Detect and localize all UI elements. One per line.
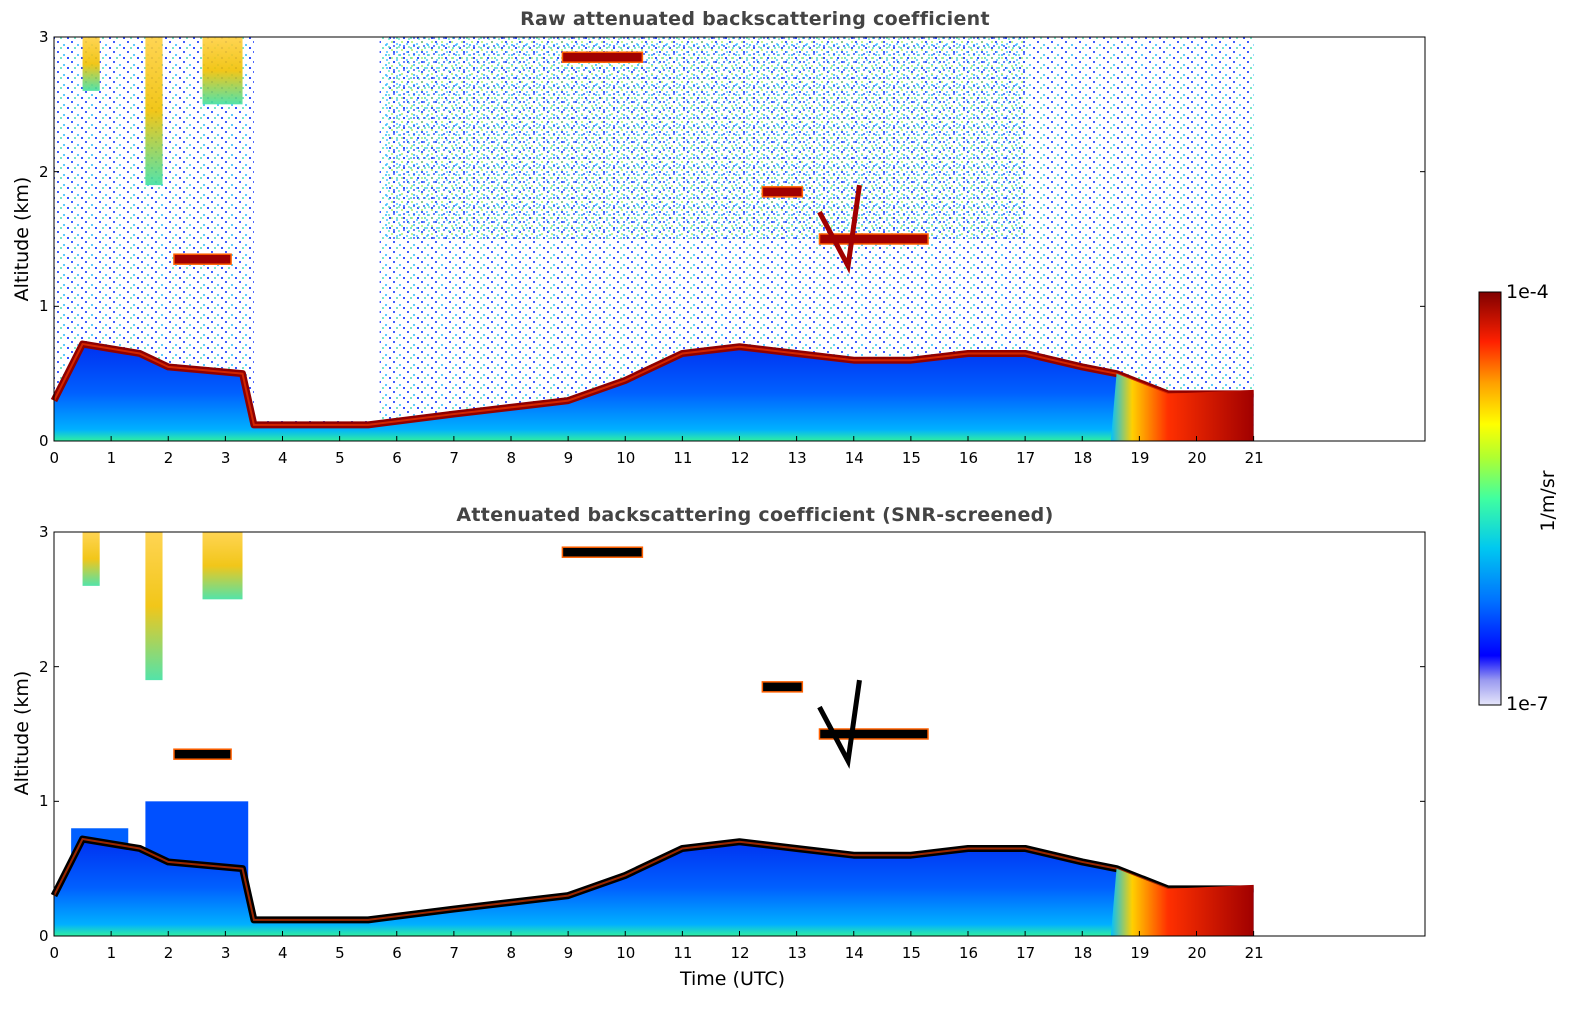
x-tick-label: 0	[49, 449, 60, 467]
x-tick-label: 21	[1244, 449, 1264, 467]
y-tick-label: 1	[39, 297, 49, 316]
x-tick-label: 10	[616, 944, 636, 962]
x-tick-label: 4	[278, 449, 288, 467]
x-tick-label: 19	[1130, 944, 1150, 962]
elevated-layer-1	[761, 186, 804, 198]
upper-plume-1	[145, 532, 163, 681]
y-tick-label: 0	[39, 432, 49, 450]
x-tick-label: 3	[220, 944, 231, 962]
boundary-layer-edge	[53, 342, 1254, 426]
upper-plume-2	[202, 37, 243, 105]
colorbar-max-label: 1e-4	[1506, 281, 1549, 303]
evening-region	[1110, 868, 1254, 936]
x-tick-label: 13	[787, 944, 807, 962]
elevated-layer-0	[173, 748, 232, 760]
x-tick-label: 7	[449, 944, 459, 962]
boundary-layer-fill	[54, 839, 1254, 936]
bottom-panel-title: Attenuated backscattering coefficient (S…	[456, 504, 1054, 526]
x-tick-label: 8	[506, 449, 517, 467]
noise-field-upper	[385, 37, 1026, 239]
boundary-layer-edge	[53, 837, 1254, 921]
y-tick-label: 3	[39, 523, 49, 541]
upper-plume-0	[82, 37, 100, 91]
x-tick-label: 15	[901, 449, 921, 467]
x-tick-label: 6	[392, 944, 402, 962]
y-tick-label: 2	[39, 162, 49, 181]
x-tick-label: 3	[220, 449, 231, 467]
y-tick-label: 1	[39, 792, 49, 811]
boundary-layer-fill	[54, 344, 1254, 441]
top-panel-title: Raw attenuated backscattering coefficien…	[520, 8, 990, 30]
bottom-panel-xlabel: Time (UTC)	[680, 968, 786, 990]
x-tick-label: 10	[616, 449, 636, 467]
x-tick-label: 1	[106, 449, 117, 467]
x-tick-label: 4	[278, 944, 288, 962]
colorbar-min-label: 1e-7	[1506, 693, 1549, 715]
colorbar	[1478, 291, 1502, 706]
x-tick-label: 17	[1016, 449, 1036, 467]
clear-gap	[253, 37, 380, 421]
x-tick-label: 20	[1187, 449, 1207, 467]
x-tick-label: 8	[506, 944, 517, 962]
v-feature	[817, 679, 862, 769]
elevated-layer-1	[761, 681, 804, 693]
x-tick-label: 9	[563, 944, 574, 962]
elevated-layer-3	[561, 546, 644, 558]
x-tick-label: 6	[392, 449, 402, 467]
x-tick-label: 11	[673, 449, 693, 467]
x-tick-label: 5	[335, 944, 345, 962]
x-tick-label: 12	[730, 449, 750, 467]
x-tick-label: 18	[1073, 944, 1093, 962]
colorbar-unit-label: 1/m/sr	[1537, 470, 1559, 532]
x-tick-label: 20	[1187, 944, 1207, 962]
x-tick-label: 7	[449, 449, 459, 467]
upper-plume-1	[145, 37, 163, 186]
x-tick-label: 12	[730, 944, 750, 962]
x-tick-label: 14	[844, 944, 864, 962]
x-tick-label: 17	[1016, 944, 1036, 962]
x-tick-label: 9	[563, 449, 574, 467]
elevated-layer-0	[173, 253, 232, 265]
x-tick-label: 16	[959, 449, 979, 467]
x-tick-label: 21	[1244, 944, 1264, 962]
x-tick-label: 16	[959, 944, 979, 962]
x-tick-label: 5	[335, 449, 345, 467]
elevated-layer-2	[818, 233, 929, 245]
bottom-panel	[50, 531, 1426, 937]
v-feature	[817, 184, 862, 274]
x-tick-label: 19	[1130, 449, 1150, 467]
x-tick-label: 15	[901, 944, 921, 962]
y-tick-label: 2	[39, 657, 49, 676]
x-tick-label: 1	[106, 944, 117, 962]
x-tick-label: 14	[844, 449, 864, 467]
x-tick-label: 18	[1073, 449, 1093, 467]
x-tick-label: 0	[49, 944, 60, 962]
y-tick-label: 3	[39, 28, 49, 46]
x-tick-label: 13	[787, 449, 807, 467]
upper-plume-0	[82, 532, 100, 586]
elevated-layer-3	[561, 51, 644, 63]
top-panel	[50, 36, 1426, 442]
x-tick-label: 11	[673, 944, 693, 962]
x-tick-label: 2	[163, 449, 174, 467]
evening-region	[1110, 373, 1254, 441]
upper-plume-2	[202, 532, 243, 600]
x-tick-label: 2	[163, 944, 174, 962]
elevated-layer-2	[818, 728, 929, 740]
y-tick-label: 0	[39, 927, 49, 945]
